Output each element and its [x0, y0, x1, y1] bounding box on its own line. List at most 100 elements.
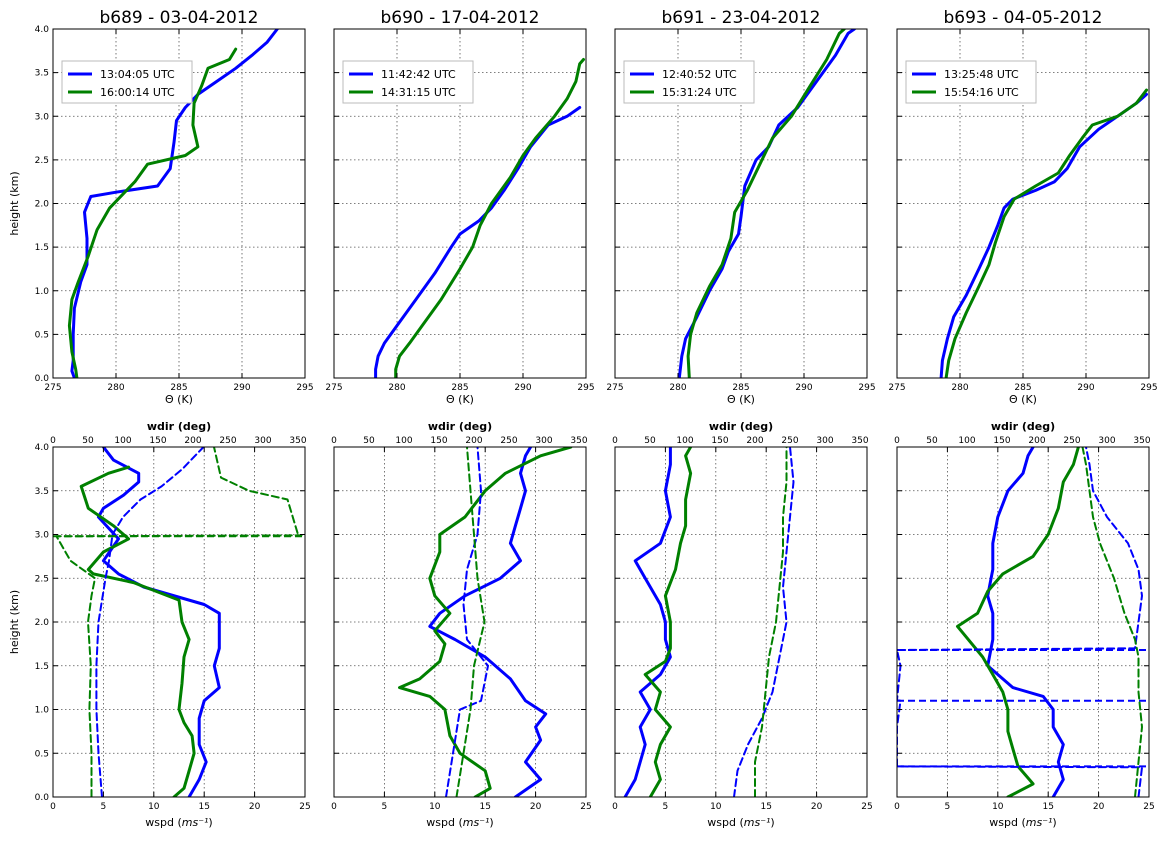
x-axis-label-name: wspd (: [707, 816, 743, 829]
x-tick-label: 0: [612, 802, 618, 812]
x-tick-label: 20: [811, 802, 823, 812]
x-tick-label: 290: [233, 383, 250, 393]
x2-tick-label: 300: [1098, 436, 1115, 446]
x2-tick-label: 0: [50, 436, 56, 446]
y-tick-label: 2.5: [35, 574, 49, 584]
x2-tick-label: 50: [926, 436, 938, 446]
x-tick-label: 295: [1140, 383, 1157, 393]
series-line-0: [96, 447, 221, 797]
x2-tick-label: 50: [644, 436, 656, 446]
y-tick-label: 0.5: [35, 330, 49, 340]
series-group: [398, 447, 573, 797]
x2-tick-label: 350: [570, 436, 587, 446]
y-tick-label: 1.0: [35, 706, 50, 716]
x2-tick-label: 150: [149, 436, 166, 446]
plot-area: [53, 447, 305, 797]
series-line-0: [428, 447, 548, 797]
x-axis-label-unit: ms⁻¹: [182, 816, 209, 829]
x-tick-label: 285: [732, 383, 749, 393]
series-line-3: [55, 447, 303, 797]
x-tick-label: 295: [858, 383, 875, 393]
series-line-3: [754, 447, 788, 797]
x2-tick-label: 50: [82, 436, 94, 446]
x2-tick-label: 200: [746, 436, 763, 446]
series-line-2: [897, 447, 1143, 797]
x2-axis-label: wdir (deg): [428, 420, 492, 433]
series-line-0: [623, 447, 672, 797]
series-line-1: [79, 465, 196, 797]
x2-tick-label: 0: [894, 436, 900, 446]
series-line-1: [643, 447, 693, 797]
x2-axis-label: wdir (deg): [991, 420, 1055, 433]
x-tick-label: 10: [148, 802, 160, 812]
x-tick-label: 275: [888, 383, 905, 393]
y-axis-label: height (km): [8, 590, 21, 654]
x-tick-label: 280: [107, 383, 124, 393]
legend-box: [61, 60, 193, 104]
x-tick-label: 275: [44, 383, 61, 393]
x2-tick-label: 350: [1133, 436, 1150, 446]
x-tick-label: 295: [296, 383, 313, 393]
x-axis-label: Θ (K): [446, 393, 474, 406]
y-tick-label: 2.0: [35, 618, 50, 628]
x2-tick-label: 100: [114, 436, 131, 446]
series-group: [677, 29, 856, 378]
x2-tick-label: 350: [289, 436, 306, 446]
series-line-2: [733, 447, 795, 797]
x-tick-label: 20: [249, 802, 261, 812]
x-tick-label: 290: [795, 383, 812, 393]
x2-tick-label: 350: [851, 436, 868, 446]
y-tick-label: 2.0: [35, 200, 50, 210]
x-axis-label: Θ (K): [165, 393, 193, 406]
x2-tick-label: 300: [254, 436, 271, 446]
plot-area: [897, 447, 1149, 797]
series-line-1: [398, 447, 573, 797]
x-tick-label: 0: [894, 802, 900, 812]
x-tick-label: 15: [760, 802, 771, 812]
x-axis-label: wspd (ms⁻¹): [145, 816, 212, 829]
panel-title: b693 - 04-05-2012: [944, 8, 1103, 28]
legend-box: [905, 60, 1037, 104]
x-axis-label: Θ (K): [1009, 393, 1037, 406]
x-tick-label: 290: [514, 383, 531, 393]
x2-tick-label: 250: [500, 436, 517, 446]
x-axis-label-close: ): [489, 816, 493, 829]
series-line-0: [374, 106, 582, 378]
y-tick-label: 3.5: [35, 69, 49, 79]
x2-tick-label: 250: [219, 436, 236, 446]
x-axis-label-name: wspd (: [145, 816, 181, 829]
panel-title: b689 - 03-04-2012: [100, 8, 259, 28]
y-tick-label: 1.5: [35, 662, 49, 672]
panel-b691-theta: 275 280 285 290 295 b691 - 23-04-2012 Θ (K) 12:…: [606, 8, 875, 406]
x-tick-label: 5: [382, 802, 388, 812]
x-axis-label-name: wspd (: [426, 816, 462, 829]
x-tick-label: 275: [325, 383, 342, 393]
x-axis-label-close: ): [770, 816, 774, 829]
y-tick-label: 0.0: [35, 374, 50, 384]
x-tick-label: 20: [530, 802, 542, 812]
x-tick-label: 295: [577, 383, 594, 393]
legend-box: [342, 60, 474, 104]
legend-entry: 11:42:42 UTC: [381, 68, 456, 81]
x-axis-label: wspd (ms⁻¹): [707, 816, 774, 829]
x-tick-label: 5: [663, 802, 669, 812]
x2-tick-label: 300: [535, 436, 552, 446]
x2-tick-label: 0: [331, 436, 337, 446]
series-line-3: [1081, 447, 1143, 797]
x-tick-label: 15: [1042, 802, 1053, 812]
x-tick-label: 5: [945, 802, 951, 812]
x-tick-label: 10: [429, 802, 441, 812]
x2-tick-label: 50: [363, 436, 375, 446]
x2-tick-label: 250: [1063, 436, 1080, 446]
x2-tick-label: 0: [612, 436, 618, 446]
x-tick-label: 25: [580, 802, 591, 812]
panel-b689-theta: 275 280 285 290 295 0.0 0.5 1.0 1.5 2.0 2.5 3.0 3.5 4…: [8, 8, 314, 406]
series-line-1: [956, 447, 1080, 797]
series-line-0: [939, 92, 1148, 378]
x2-tick-label: 150: [993, 436, 1010, 446]
x2-tick-label: 300: [816, 436, 833, 446]
series-line-2: [445, 447, 489, 797]
series-group: [374, 58, 585, 378]
